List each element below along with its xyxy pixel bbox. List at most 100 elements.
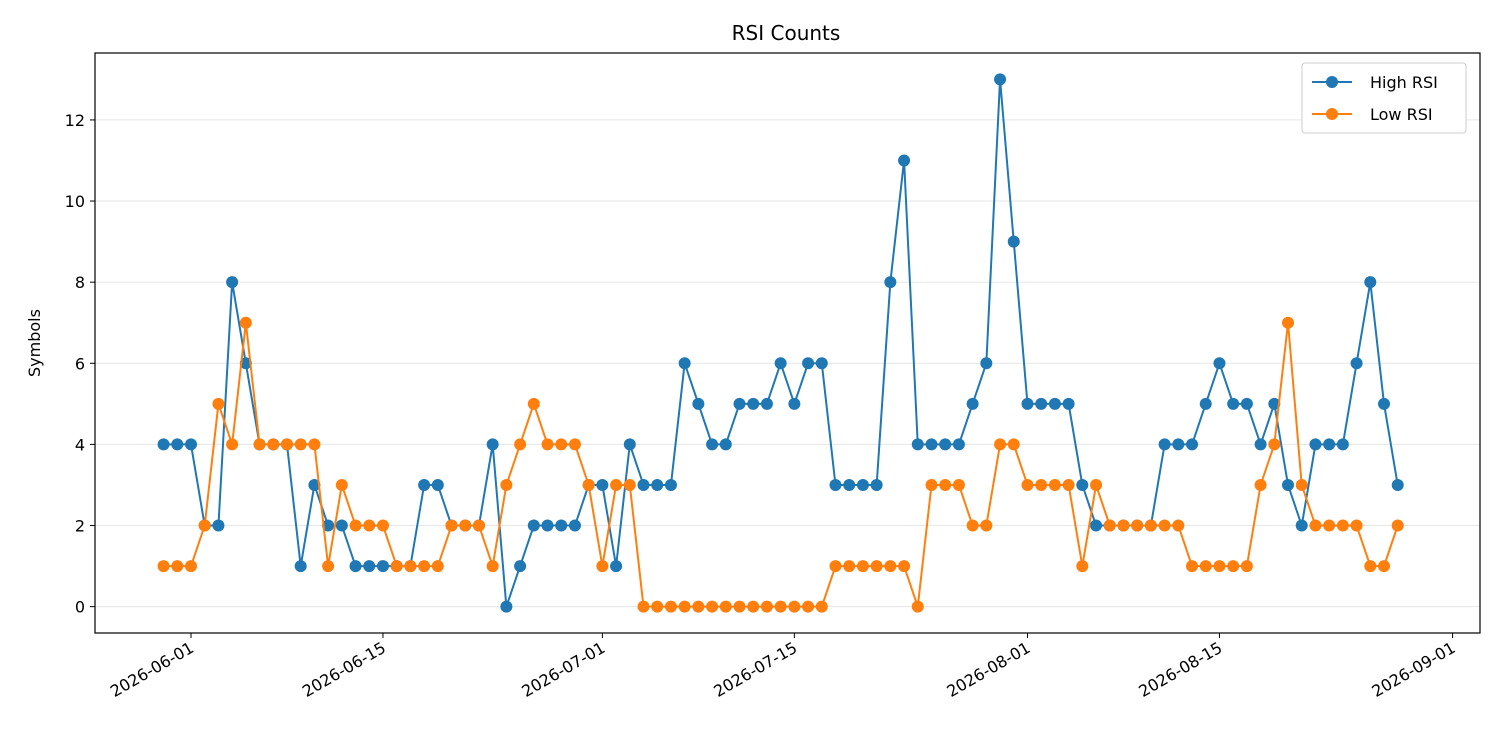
data-point (678, 357, 691, 370)
data-point (514, 560, 527, 573)
y-tick-label: 10 (65, 192, 85, 211)
data-point (1213, 560, 1226, 573)
data-point (733, 397, 746, 410)
data-point (706, 600, 719, 613)
plot-frame (94, 52, 1481, 634)
data-point (1199, 397, 1212, 410)
data-point (486, 560, 499, 573)
legend-marker-high-rsi (1326, 76, 1338, 88)
data-point (184, 560, 197, 573)
data-point (1364, 276, 1377, 289)
data-point (280, 438, 293, 451)
data-point (335, 519, 348, 532)
data-point (308, 438, 321, 451)
data-point (952, 478, 965, 491)
series-low-rsi (157, 316, 1404, 613)
legend-entry-high-rsi: High RSI (1312, 73, 1438, 92)
x-tick-label: 2026-08-01 (943, 638, 1033, 701)
data-point (1048, 397, 1061, 410)
series-layer (157, 73, 1404, 613)
data-point (1103, 519, 1116, 532)
data-point (541, 438, 554, 451)
data-point (472, 519, 485, 532)
series-high-rsi (157, 73, 1404, 613)
data-point (1186, 560, 1199, 573)
data-point (980, 357, 993, 370)
data-point (802, 600, 815, 613)
data-point (226, 438, 239, 451)
data-point (1144, 519, 1157, 532)
data-point (911, 600, 924, 613)
data-point (623, 478, 636, 491)
data-point (1131, 519, 1144, 532)
data-point (898, 154, 911, 167)
data-point (802, 357, 815, 370)
data-point (486, 438, 499, 451)
data-point (1336, 519, 1349, 532)
data-point (1391, 519, 1404, 532)
data-point (1021, 478, 1034, 491)
data-point (500, 600, 513, 613)
data-point (1227, 397, 1240, 410)
data-point (212, 519, 225, 532)
data-point (843, 478, 856, 491)
data-point (527, 397, 540, 410)
data-point (939, 438, 952, 451)
data-point (637, 478, 650, 491)
y-axis-ticks: 0 2 4 6 8 10 12 (65, 111, 95, 617)
data-point (966, 397, 979, 410)
data-point (1364, 560, 1377, 573)
data-point (1240, 560, 1253, 573)
data-point (1021, 397, 1034, 410)
data-point (651, 600, 664, 613)
data-point (815, 600, 828, 613)
data-point (157, 560, 170, 573)
data-point (747, 397, 760, 410)
data-point (994, 438, 1007, 451)
data-point (1268, 397, 1281, 410)
data-point (404, 560, 417, 573)
data-point (1336, 438, 1349, 451)
y-axis-label: Symbols (25, 309, 44, 377)
data-point (1035, 478, 1048, 491)
data-point (952, 438, 965, 451)
data-point (363, 519, 376, 532)
y-tick-label: 0 (75, 598, 85, 617)
data-point (376, 519, 389, 532)
data-point (719, 600, 732, 613)
data-point (1199, 560, 1212, 573)
data-point (623, 438, 636, 451)
data-point (349, 519, 362, 532)
data-point (212, 397, 225, 410)
data-point (610, 478, 623, 491)
data-point (541, 519, 554, 532)
data-point (1240, 397, 1253, 410)
data-point (349, 560, 362, 573)
data-point (294, 438, 307, 451)
data-point (1323, 438, 1336, 451)
data-point (171, 560, 184, 573)
data-point (1350, 357, 1363, 370)
data-point (582, 478, 595, 491)
data-point (719, 438, 732, 451)
data-point (856, 478, 869, 491)
data-point (664, 478, 677, 491)
gridlines (95, 119, 1480, 608)
x-tick-label: 2026-06-15 (299, 638, 389, 701)
y-tick-label: 8 (75, 273, 85, 292)
y-tick-label: 12 (65, 111, 85, 130)
data-point (829, 560, 842, 573)
data-point (760, 600, 773, 613)
data-point (1007, 235, 1020, 248)
legend: High RSI Low RSI (1301, 62, 1467, 134)
data-point (1295, 519, 1308, 532)
legend-box (1301, 62, 1467, 134)
x-tick-label: 2026-07-15 (710, 638, 800, 701)
data-point (664, 600, 677, 613)
data-point (788, 397, 801, 410)
data-point (1378, 560, 1391, 573)
data-point (1227, 560, 1240, 573)
data-point (239, 316, 252, 329)
data-point (1309, 438, 1322, 451)
data-point (1254, 438, 1267, 451)
